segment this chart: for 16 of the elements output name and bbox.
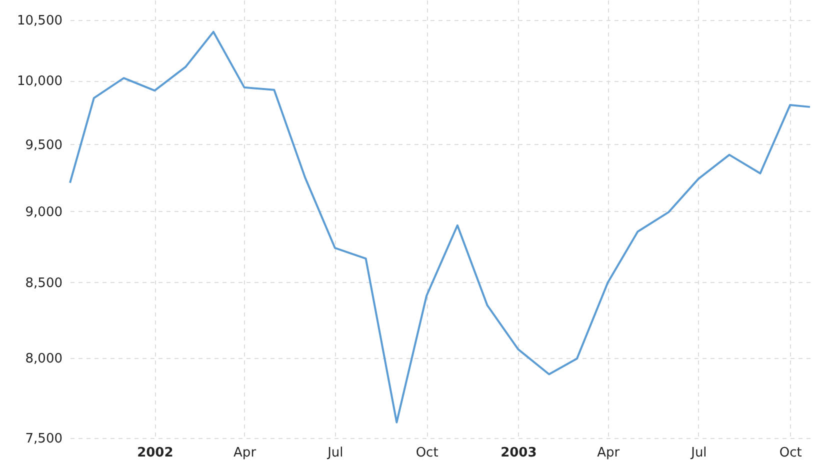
line-series xyxy=(69,30,811,424)
x-tick-label: Jul xyxy=(690,446,707,460)
y-tick-label: 8,500 xyxy=(25,276,62,291)
x-tick-label: Apr xyxy=(597,446,620,460)
x-tick-label: 2003 xyxy=(500,446,537,460)
x-tick-label: Oct xyxy=(416,446,438,460)
y-tick-label: 10,000 xyxy=(17,74,62,90)
y-tick-label: 10,500 xyxy=(17,13,62,28)
x-tick-label: Apr xyxy=(234,446,257,460)
y-tick-label: 8,000 xyxy=(25,351,62,366)
x-tick-label: Oct xyxy=(779,446,802,460)
y-tick-label: 9,500 xyxy=(25,138,62,153)
x-tick-label: 2002 xyxy=(137,446,174,460)
x-tick-label: Jul xyxy=(326,446,344,460)
y-tick-label: 7,500 xyxy=(25,432,62,446)
y-tick-label: 9,000 xyxy=(25,204,62,220)
